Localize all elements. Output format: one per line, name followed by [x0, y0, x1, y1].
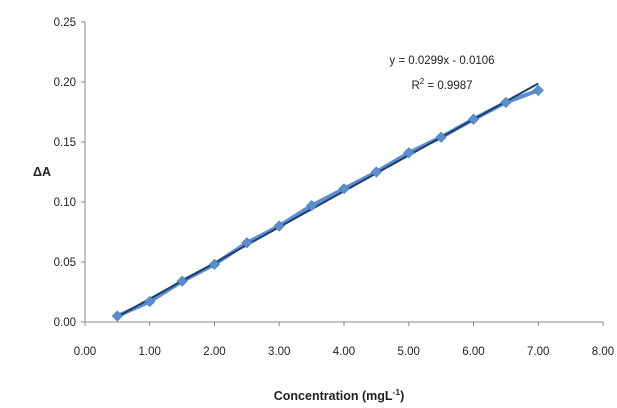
data-point: [176, 275, 188, 287]
y-tick-label: 0.20: [54, 77, 76, 89]
linear-trendline: [116, 82, 539, 318]
x-axis-title: Concentration (mgL-1): [274, 387, 404, 403]
x-axis-title-suffix: ): [400, 389, 404, 403]
r2-superscript: 2: [420, 77, 425, 86]
x-tick-label: 8.00: [592, 346, 614, 358]
data-point: [144, 296, 156, 308]
x-axis-title-main: Concentration (mgL: [274, 389, 393, 403]
r2-prefix: R: [411, 80, 419, 92]
data-point: [338, 183, 350, 195]
data-point: [306, 200, 318, 212]
x-ticks: 0.00 1.00 2.00 3.00 4.00 5.00 6.00 7.00 8.00: [74, 322, 614, 358]
data-point: [532, 84, 544, 96]
x-tick-label: 4.00: [333, 346, 355, 358]
data-point: [241, 237, 253, 249]
x-tick-label: 0.00: [74, 346, 96, 358]
trendline-group: [116, 82, 539, 318]
x-tick-label: 5.00: [398, 346, 420, 358]
x-axis-title-superscript: -1: [393, 387, 401, 397]
y-tick-label: 0.10: [54, 197, 76, 209]
y-tick-label: 0.25: [54, 17, 76, 29]
data-point: [435, 131, 447, 143]
x-tick-label: 2.00: [203, 346, 225, 358]
y-tick-label: 0.00: [54, 317, 76, 329]
data-point: [111, 310, 123, 322]
data-point: [208, 258, 221, 270]
r2-suffix: = 0.9987: [424, 80, 472, 92]
data-point: [370, 166, 382, 178]
y-tick-label: 0.15: [54, 137, 76, 149]
data-point: [467, 113, 480, 125]
data-points: [111, 84, 544, 322]
x-tick-label: 3.00: [268, 346, 290, 358]
axes: [84, 22, 603, 323]
x-tick-label: 6.00: [462, 346, 484, 358]
trendline-equation: y = 0.0299x - 0.0106: [389, 55, 494, 67]
y-axis-title: ΔA: [33, 165, 51, 179]
r-squared-label: R2 = 0.9987: [411, 77, 472, 92]
data-point: [500, 96, 512, 108]
data-point: [273, 220, 285, 232]
y-ticks: 0.00 0.05 0.10 0.15 0.20 0.25: [54, 17, 85, 329]
data-point: [403, 147, 415, 159]
y-tick-label: 0.05: [54, 257, 76, 269]
x-tick-label: 1.00: [139, 346, 161, 358]
x-tick-label: 7.00: [527, 346, 549, 358]
